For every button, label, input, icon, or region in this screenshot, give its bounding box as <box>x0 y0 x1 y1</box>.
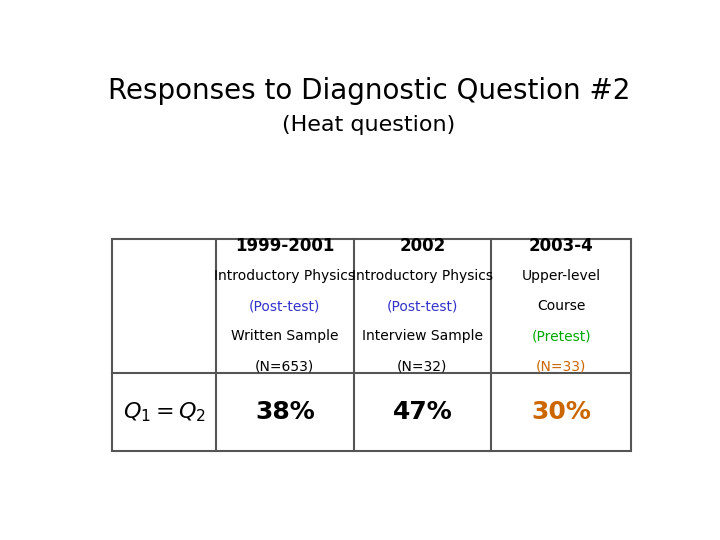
Text: (Post-test): (Post-test) <box>387 299 458 313</box>
Text: Written Sample: Written Sample <box>231 329 338 343</box>
Text: (N=653): (N=653) <box>256 359 315 373</box>
Text: 38%: 38% <box>255 400 315 424</box>
Bar <box>112 239 631 451</box>
Text: 2003-4: 2003-4 <box>528 238 593 255</box>
Text: 30%: 30% <box>531 400 591 424</box>
Text: 1999-2001: 1999-2001 <box>235 238 335 255</box>
Text: Interview Sample: Interview Sample <box>362 329 483 343</box>
Text: Responses to Diagnostic Question #2: Responses to Diagnostic Question #2 <box>108 77 630 105</box>
Text: (N=32): (N=32) <box>397 359 448 373</box>
Text: (N=33): (N=33) <box>536 359 586 373</box>
Text: Introductory Physics: Introductory Physics <box>215 269 356 284</box>
Text: (Heat question): (Heat question) <box>282 114 456 134</box>
Text: 2002: 2002 <box>400 238 446 255</box>
Text: Introductory Physics: Introductory Physics <box>352 269 493 284</box>
Text: $\mathit{Q}_1 = \mathit{Q}_2$: $\mathit{Q}_1 = \mathit{Q}_2$ <box>122 401 206 424</box>
Text: (Pretest): (Pretest) <box>531 329 591 343</box>
Text: Course: Course <box>537 299 585 313</box>
Text: Upper-level: Upper-level <box>522 269 600 284</box>
Text: (Post-test): (Post-test) <box>249 299 320 313</box>
Text: 47%: 47% <box>392 400 452 424</box>
